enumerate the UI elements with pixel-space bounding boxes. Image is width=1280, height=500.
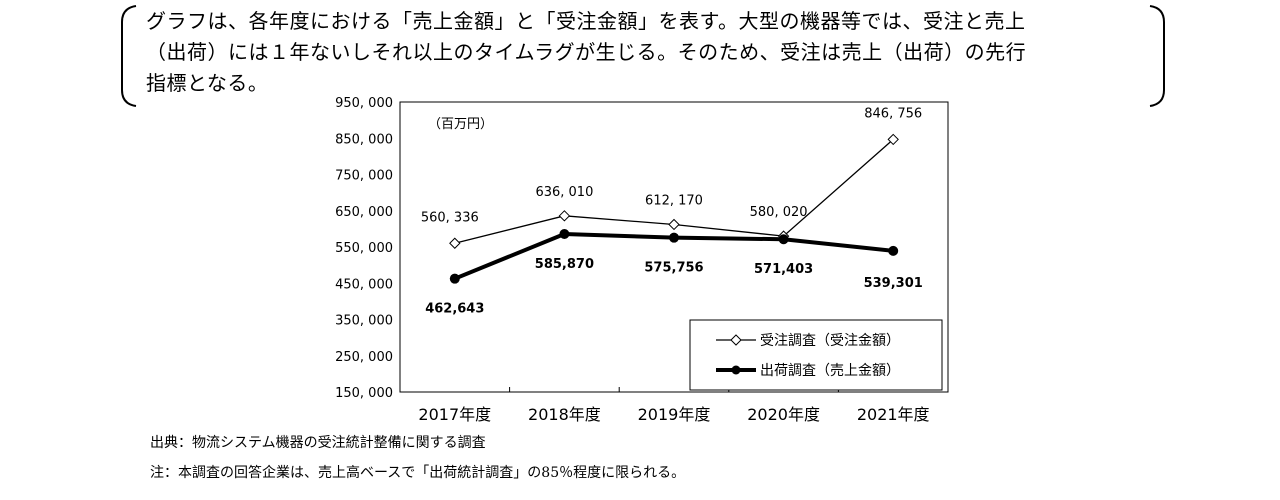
data-label: 560, 336 bbox=[421, 210, 479, 225]
legend-circle-marker bbox=[731, 365, 741, 375]
y-tick-label: 150, 000 bbox=[335, 386, 393, 401]
plot-area bbox=[399, 101, 949, 393]
line-chart: （百万円） 150, 000 250, 000 350, 000 450, 000 55… bbox=[335, 96, 949, 424]
source-text: 出典：物流システム機器の受注統計整備に関する調査 bbox=[150, 435, 486, 451]
legend-label-orders: 受注調査（受注金額） bbox=[760, 333, 900, 349]
data-label: 539,301 bbox=[864, 276, 923, 291]
data-label: 585,870 bbox=[535, 257, 594, 272]
note-text: 注：本調査の回答企業は、売上高ベースで「出荷統計調査」の85％程度に限られる。 bbox=[150, 465, 686, 481]
y-tick-label: 550, 000 bbox=[335, 241, 393, 256]
data-label: 575,756 bbox=[644, 261, 703, 276]
legend-label-shipments: 出荷調査（売上金額） bbox=[760, 363, 900, 379]
x-tick-label: 2020年度 bbox=[747, 405, 820, 424]
x-tick-label: 2021年度 bbox=[857, 405, 930, 424]
data-point-circle bbox=[778, 234, 789, 245]
callout-line: （出荷）には１年ないしそれ以上のタイムラグが生じる。そのため、受注は売上（出荷）… bbox=[146, 40, 1027, 64]
data-point-circle bbox=[449, 273, 460, 284]
x-tick-label: 2017年度 bbox=[418, 405, 491, 424]
data-point-diamond bbox=[558, 210, 571, 222]
data-label: 571,403 bbox=[754, 262, 813, 277]
y-tick-label: 950, 000 bbox=[335, 96, 393, 111]
x-tick-label: 2018年度 bbox=[528, 405, 601, 424]
data-point-diamond bbox=[887, 133, 899, 146]
data-point-diamond bbox=[449, 237, 461, 249]
legend: 受注調査（受注金額） 出荷調査（売上金額） bbox=[689, 319, 943, 391]
data-label: 636, 010 bbox=[535, 185, 593, 200]
data-label: 580, 020 bbox=[750, 205, 808, 220]
data-label: 612, 170 bbox=[645, 193, 703, 208]
legend-diamond-marker bbox=[730, 334, 742, 346]
data-point-circle bbox=[888, 245, 899, 256]
callout-right-bracket bbox=[1149, 5, 1165, 107]
y-tick-label: 650, 000 bbox=[335, 205, 393, 220]
data-point-diamond bbox=[668, 218, 680, 231]
callout-line: グラフは、各年度における「売上金額」と「受注金額」を表す。大型の機器等では、受注… bbox=[146, 9, 1026, 33]
y-tick-label: 250, 000 bbox=[335, 350, 393, 365]
data-label: 462,643 bbox=[425, 302, 484, 317]
data-label: 846, 756 bbox=[864, 106, 922, 121]
y-tick-label: 350, 000 bbox=[335, 314, 393, 329]
data-point-circle bbox=[559, 228, 570, 239]
callout-text: グラフは、各年度における「売上金額」と「受注金額」を表す。大型の機器等では、受注… bbox=[146, 6, 1156, 99]
callout-line: 指標となる。 bbox=[146, 71, 269, 95]
y-tick-label: 750, 000 bbox=[335, 169, 393, 184]
y-tick-label: 850, 000 bbox=[335, 132, 393, 147]
callout-left-bracket bbox=[121, 5, 137, 107]
y-tick-label: 450, 000 bbox=[335, 277, 393, 292]
unit-label: （百万円） bbox=[428, 117, 493, 132]
x-tick-label: 2019年度 bbox=[638, 405, 711, 424]
data-point-circle bbox=[669, 232, 679, 243]
